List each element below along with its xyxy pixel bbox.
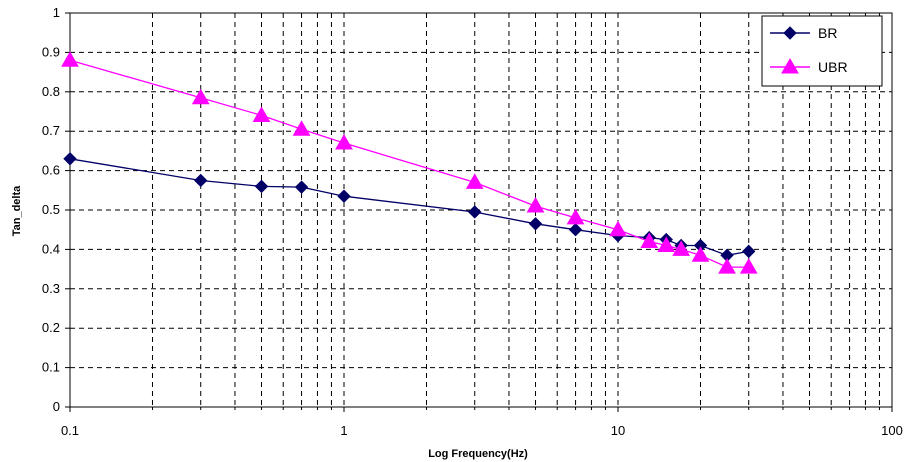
- x-tick-label: 100: [881, 423, 903, 438]
- y-tick-label: 0.5: [42, 202, 60, 217]
- data-point-ubr: [739, 258, 758, 274]
- y-tick-label: 0: [53, 399, 60, 414]
- data-point-ubr: [691, 246, 710, 262]
- x-axis-title: Log Frequency(Hz): [428, 448, 528, 460]
- data-point-ubr: [335, 134, 353, 150]
- data-point-br: [194, 173, 208, 188]
- series-lines: [61, 51, 758, 274]
- series-br: [63, 152, 756, 263]
- data-point-ubr: [640, 232, 659, 249]
- legend-label-br: BR: [818, 25, 837, 41]
- data-point-ubr: [718, 258, 736, 274]
- x-tick-label: 0.1: [61, 423, 79, 438]
- y-tick-label: 0.2: [42, 320, 60, 335]
- x-tick-label: 10: [611, 423, 625, 438]
- y-tick-label: 0.1: [42, 360, 60, 375]
- legend-label-ubr: UBR: [818, 59, 848, 75]
- data-point-ubr: [191, 88, 210, 105]
- data-point-ubr: [61, 51, 79, 67]
- y-axis-ticks: 0 0.1 0.2 0.3 0.4 0.5 0.6 0.7 0.8 0.9 1: [42, 5, 70, 414]
- x-tick-label: 1: [340, 423, 347, 438]
- data-point-br: [254, 179, 269, 194]
- data-point-ubr: [566, 208, 585, 225]
- y-tick-label: 0.4: [42, 241, 60, 256]
- y-tick-label: 0.3: [42, 281, 60, 296]
- data-point-br: [742, 244, 756, 259]
- y-tick-label: 1: [53, 5, 60, 20]
- y-tick-label: 0.6: [42, 163, 60, 178]
- series-ubr: [61, 51, 758, 274]
- y-axis-title: Tan_delta: [11, 185, 23, 236]
- data-point-br: [568, 222, 583, 237]
- y-tick-label: 0.7: [42, 123, 60, 138]
- data-point-ubr: [252, 106, 271, 122]
- x-axis-ticks: 0.1 1 10 100: [61, 407, 903, 438]
- data-point-br: [337, 189, 351, 203]
- data-point-ubr: [465, 173, 484, 189]
- legend-marker-br: [783, 26, 797, 40]
- legend-box: [761, 15, 883, 87]
- data-point-ubr: [609, 220, 627, 237]
- data-point-br: [63, 152, 77, 166]
- legend-marker-ubr: [781, 57, 799, 74]
- y-tick-label: 0.8: [42, 84, 60, 99]
- data-point-ubr: [526, 197, 545, 213]
- data-point-br: [468, 205, 482, 219]
- legend: BR UBR: [761, 15, 883, 87]
- data-point-br: [294, 180, 309, 194]
- data-point-ubr: [292, 120, 311, 136]
- data-point-ubr: [657, 236, 676, 252]
- data-point-br: [528, 217, 543, 231]
- y-tick-label: 0.9: [42, 44, 60, 59]
- data-point-ubr: [672, 240, 691, 256]
